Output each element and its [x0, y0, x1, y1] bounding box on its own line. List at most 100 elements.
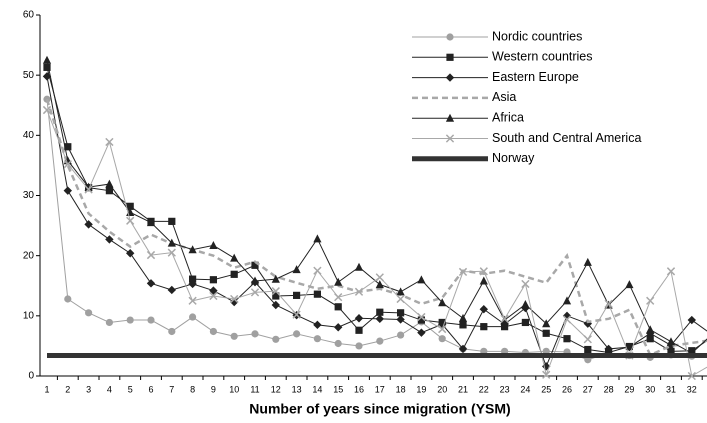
marker: [542, 319, 551, 328]
marker: [646, 335, 654, 343]
marker: [126, 202, 134, 210]
marker: [625, 280, 634, 289]
marker: [417, 316, 425, 324]
marker: [446, 33, 454, 41]
marker: [188, 296, 197, 305]
marker: [480, 323, 488, 331]
x-tick-label: 20: [437, 384, 447, 394]
marker: [313, 320, 322, 330]
legend-label: South and Central America: [492, 131, 641, 145]
marker: [230, 297, 239, 307]
y-tick-label: 60: [23, 10, 35, 21]
legend-label: Norway: [492, 151, 535, 165]
marker: [354, 287, 364, 296]
x-tick-label: 31: [666, 384, 676, 394]
y-tick-label: 20: [23, 250, 35, 261]
x-tick-label: 15: [333, 384, 343, 394]
marker: [334, 303, 342, 311]
marker: [105, 137, 114, 147]
marker: [271, 274, 280, 283]
marker: [583, 257, 592, 266]
marker: [521, 318, 529, 327]
marker: [666, 337, 676, 346]
marker: [313, 266, 322, 275]
x-tick-label: 19: [416, 384, 426, 394]
marker: [604, 344, 613, 354]
marker: [293, 291, 301, 299]
marker: [458, 344, 468, 354]
x-tick-label: 5: [128, 384, 133, 394]
marker: [646, 325, 655, 334]
x-tick-label: 25: [541, 384, 551, 394]
x-tick-label: 2: [65, 384, 70, 394]
marker: [542, 362, 551, 371]
marker: [63, 186, 72, 195]
x-tick-label: 27: [583, 384, 593, 394]
marker: [167, 248, 176, 257]
x-tick-label: 13: [292, 384, 302, 394]
marker: [84, 220, 93, 229]
marker: [375, 273, 384, 282]
marker: [188, 279, 197, 289]
legend: Nordic countries Western countries Eastern…: [404, 24, 704, 170]
marker: [146, 218, 156, 227]
marker: [563, 335, 571, 343]
marker: [459, 321, 467, 329]
marker: [542, 329, 550, 337]
marker: [562, 315, 572, 324]
marker: [334, 323, 343, 332]
legend-label: Asia: [492, 90, 516, 104]
x-tick-label: 26: [562, 384, 572, 394]
marker: [105, 318, 113, 327]
y-tick-label: 40: [23, 130, 35, 141]
marker: [604, 299, 613, 308]
marker: [479, 267, 488, 276]
marker: [230, 253, 239, 262]
marker: [147, 316, 155, 324]
marker: [42, 72, 52, 81]
x-tick-label: 32: [687, 384, 697, 394]
x-tick-label: 17: [375, 384, 385, 394]
marker: [396, 287, 405, 296]
marker: [667, 347, 675, 355]
marker: [126, 249, 135, 258]
marker: [646, 329, 655, 338]
marker: [63, 160, 72, 169]
y-tick-label: 0: [28, 371, 34, 382]
x-tick-label: 30: [645, 384, 655, 394]
marker: [583, 335, 592, 344]
x-tick-label: 4: [107, 384, 112, 394]
x-tick-label: 24: [520, 384, 530, 394]
marker: [293, 330, 301, 338]
x-tick-label: 8: [190, 384, 195, 394]
x-tick-label: 1: [44, 384, 49, 394]
marker: [583, 319, 592, 328]
marker: [417, 328, 426, 337]
x-axis-label: Number of years since migration (YSM): [249, 401, 510, 417]
marker: [542, 370, 551, 379]
marker: [272, 292, 280, 300]
marker: [417, 275, 426, 284]
marker: [168, 327, 176, 336]
legend-label: Eastern Europe: [492, 70, 579, 84]
marker: [397, 309, 405, 317]
x-tick-label: 11: [250, 384, 259, 394]
marker: [271, 300, 280, 310]
legend-label: Nordic countries: [492, 29, 582, 43]
marker: [354, 262, 364, 271]
marker: [250, 276, 260, 285]
marker: [84, 185, 93, 194]
marker: [189, 275, 197, 283]
x-tick-label: 3: [86, 384, 91, 394]
marker: [209, 241, 218, 250]
marker: [209, 276, 217, 284]
marker: [126, 216, 135, 225]
marker: [562, 296, 572, 305]
x-tick-label: 28: [604, 384, 614, 394]
marker: [396, 315, 405, 324]
marker: [230, 270, 238, 278]
marker: [438, 324, 447, 334]
marker: [251, 330, 259, 338]
marker: [313, 290, 321, 298]
marker: [42, 55, 52, 64]
